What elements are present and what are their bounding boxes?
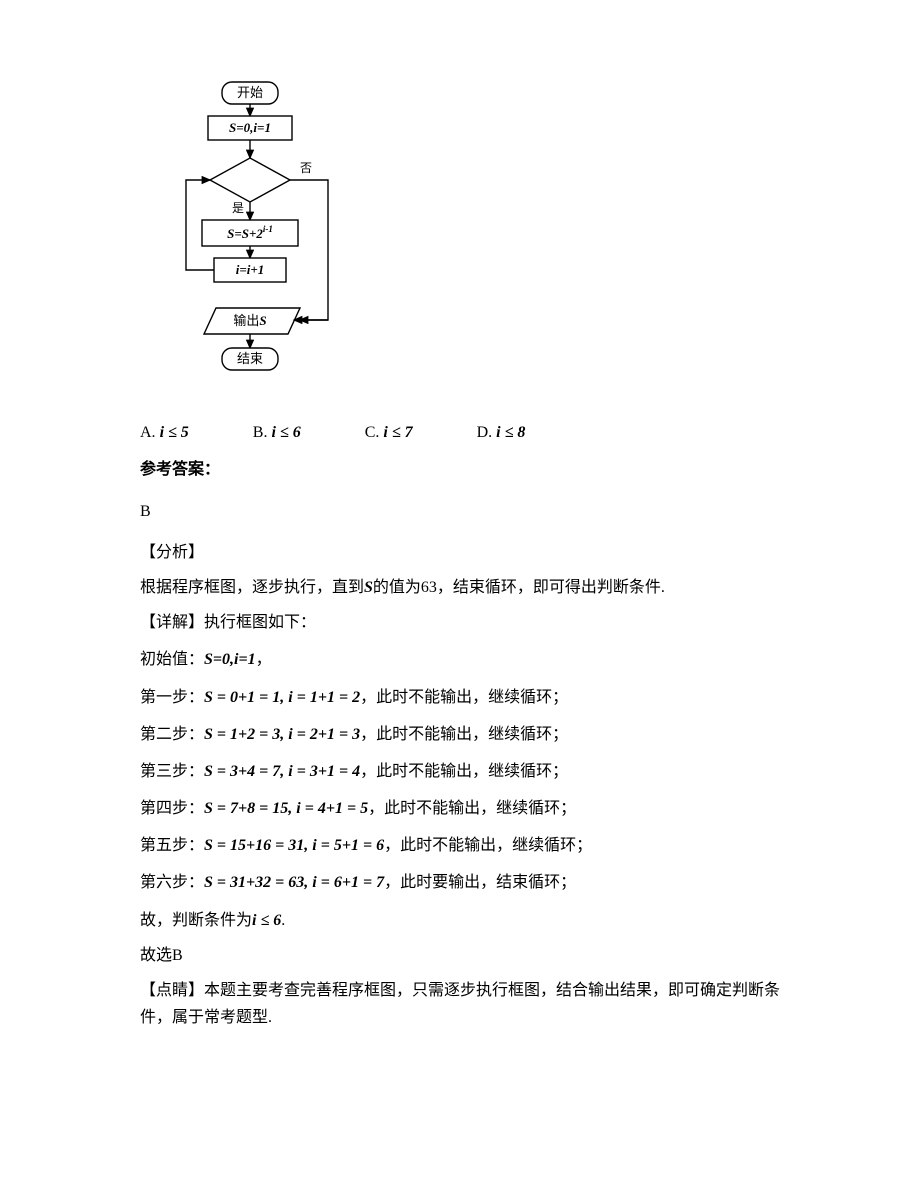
conclusion-t1: 故，判断条件为 xyxy=(140,912,252,929)
step-2-tail: ，此时不能输出，继续循环； xyxy=(360,726,568,743)
option-d-expr: i ≤ 8 xyxy=(496,424,525,441)
flowchart-svg: 开始 S=0,i=1 是 否 S=S+2i-1 i=i+1 xyxy=(150,80,360,380)
flow-end-label: 结束 xyxy=(237,351,263,366)
step-5-label: 第五步： xyxy=(140,837,204,854)
step-4-label: 第四步： xyxy=(140,800,204,817)
step-2-label: 第二步： xyxy=(140,726,204,743)
step-3: 第三步：S = 3+4 = 7, i = 3+1 = 4，此时不能输出，继续循环… xyxy=(140,758,780,785)
flowchart: 开始 S=0,i=1 是 否 S=S+2i-1 i=i+1 xyxy=(150,80,780,389)
conclusion: 故，判断条件为i ≤ 6. xyxy=(140,907,780,934)
option-b-expr: i ≤ 6 xyxy=(271,424,300,441)
flow-start-label: 开始 xyxy=(237,85,263,100)
step-5: 第五步：S = 15+16 = 31, i = 5+1 = 6，此时不能输出，继… xyxy=(140,832,780,859)
step-3-formula: S = 3+4 = 7, i = 3+1 = 4 xyxy=(204,763,360,780)
analysis-t1: 根据程序框图，逐步执行，直到 xyxy=(140,579,364,596)
flow-proc2-label: i=i+1 xyxy=(236,262,265,277)
step-2-formula: S = 1+2 = 3, i = 2+1 = 3 xyxy=(204,726,360,743)
comment: 【点睛】本题主要考查完善程序框图，只需逐步执行框图，结合输出结果，即可确定判断条… xyxy=(140,977,780,1031)
step-6-tail: ，此时要输出，结束循环； xyxy=(384,874,576,891)
step-1-tail: ，此时不能输出，继续循环； xyxy=(360,689,568,706)
conclusion-tail: . xyxy=(281,912,285,929)
select-line: 故选B xyxy=(140,942,780,969)
analysis-s: S xyxy=(364,579,373,596)
option-d: D. i ≤ 8 xyxy=(477,419,526,446)
step-6-formula: S = 31+32 = 63, i = 6+1 = 7 xyxy=(204,874,384,891)
ref-answer-heading: 参考答案： xyxy=(140,456,780,483)
answer-letter: B xyxy=(140,498,780,525)
init-formula: S=0,i=1 xyxy=(204,651,256,668)
step-1-formula: S = 0+1 = 1, i = 1+1 = 2 xyxy=(204,689,360,706)
step-5-tail: ，此时不能输出，继续循环； xyxy=(384,837,592,854)
step-2: 第二步：S = 1+2 = 3, i = 2+1 = 3，此时不能输出，继续循环… xyxy=(140,721,780,748)
init-step: 初始值：S=0,i=1， xyxy=(140,646,780,673)
svg-text:输出S: 输出S xyxy=(233,313,266,328)
options-row: A. i ≤ 5 B. i ≤ 6 C. i ≤ 7 D. i ≤ 8 xyxy=(140,419,780,446)
page: 开始 S=0,i=1 是 否 S=S+2i-1 i=i+1 xyxy=(0,0,920,1099)
step-6-label: 第六步： xyxy=(140,874,204,891)
step-3-tail: ，此时不能输出，继续循环； xyxy=(360,763,568,780)
option-a-expr: i ≤ 5 xyxy=(160,424,189,441)
option-a: A. i ≤ 5 xyxy=(140,419,189,446)
step-4-tail: ，此时不能输出，继续循环； xyxy=(368,800,576,817)
step-5-formula: S = 15+16 = 31, i = 5+1 = 6 xyxy=(204,837,384,854)
option-a-letter: A. xyxy=(140,424,156,441)
flow-no-label: 否 xyxy=(300,161,312,175)
option-c-letter: C. xyxy=(365,424,380,441)
analysis-t2: 的值为63，结束循环，即可得出判断条件. xyxy=(373,579,665,596)
step-1-label: 第一步： xyxy=(140,689,204,706)
init-tail: ， xyxy=(256,651,272,668)
init-label: 初始值： xyxy=(140,651,204,668)
detail-heading: 【详解】执行框图如下： xyxy=(140,609,780,636)
step-4: 第四步：S = 7+8 = 15, i = 4+1 = 5，此时不能输出，继续循… xyxy=(140,795,780,822)
step-3-label: 第三步： xyxy=(140,763,204,780)
step-6: 第六步：S = 31+32 = 63, i = 6+1 = 7，此时要输出，结束… xyxy=(140,869,780,896)
conclusion-formula: i ≤ 6 xyxy=(252,912,281,929)
option-c-expr: i ≤ 7 xyxy=(383,424,412,441)
option-b-letter: B. xyxy=(253,424,268,441)
flow-yes-label: 是 xyxy=(232,201,244,215)
analysis-text: 根据程序框图，逐步执行，直到S的值为63，结束循环，即可得出判断条件. xyxy=(140,574,780,601)
option-d-letter: D. xyxy=(477,424,493,441)
analysis-heading: 【分析】 xyxy=(140,539,780,566)
step-1: 第一步：S = 0+1 = 1, i = 1+1 = 2，此时不能输出，继续循环… xyxy=(140,684,780,711)
step-4-formula: S = 7+8 = 15, i = 4+1 = 5 xyxy=(204,800,368,817)
option-b: B. i ≤ 6 xyxy=(253,419,301,446)
option-c: C. i ≤ 7 xyxy=(365,419,413,446)
flow-init-label: S=0,i=1 xyxy=(229,120,271,135)
